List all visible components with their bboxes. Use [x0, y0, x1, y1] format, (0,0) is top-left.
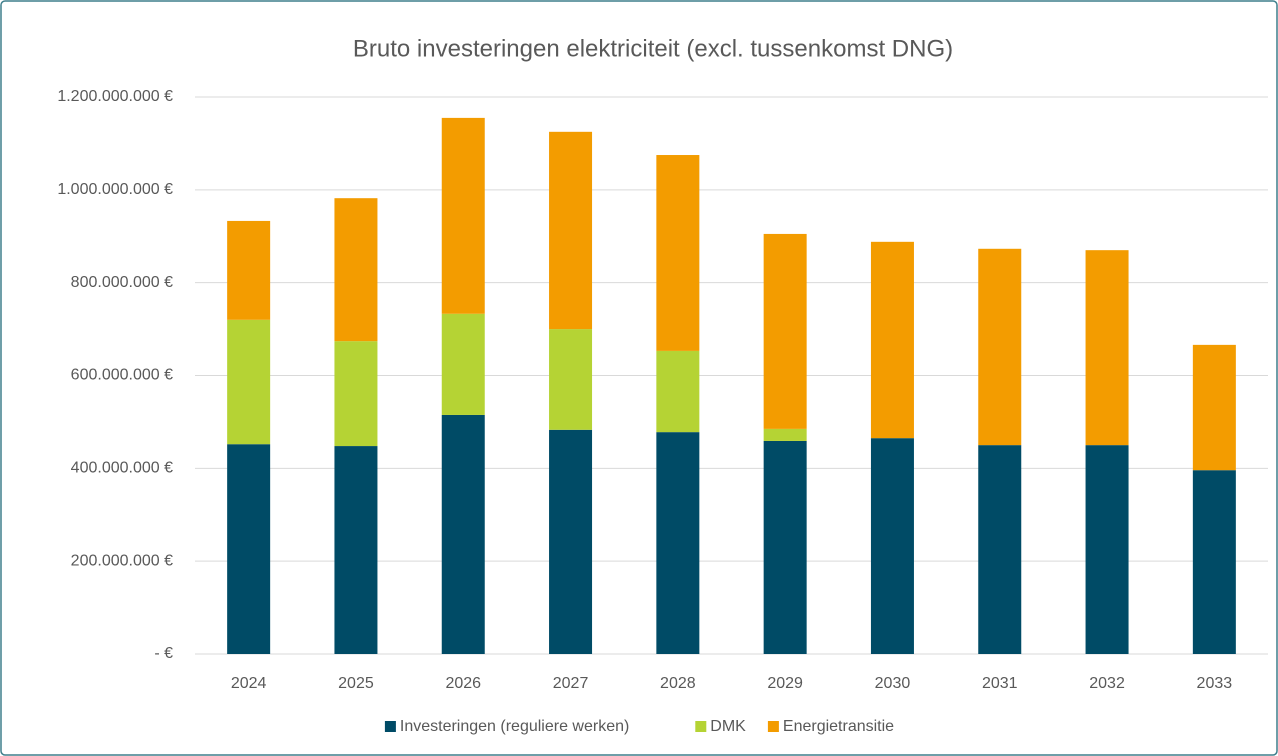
y-tick-label: 200.000.000 €	[71, 552, 173, 569]
bar-segment	[1085, 445, 1129, 654]
legend-swatch	[695, 721, 707, 732]
x-tick-label: 2033	[1197, 675, 1233, 692]
y-tick-label: 600.000.000 €	[71, 367, 173, 384]
bar-segment	[227, 220, 271, 320]
bar-segment	[1192, 344, 1236, 471]
x-tick-label: 2027	[553, 675, 589, 692]
x-tick-label: 2031	[982, 675, 1018, 692]
y-tick-label: - €	[154, 645, 173, 662]
bar-segment	[549, 429, 593, 654]
legend-swatch	[767, 721, 779, 732]
x-tick-label: 2032	[1089, 675, 1125, 692]
bar-segment	[1085, 250, 1129, 446]
x-tick-label: 2029	[767, 675, 803, 692]
bar-segment	[763, 428, 807, 441]
x-tick-label: 2028	[660, 675, 696, 692]
bar-segment	[227, 444, 271, 654]
y-tick-label: 800.000.000 €	[71, 274, 173, 291]
y-tick-label: 400.000.000 €	[71, 460, 173, 477]
bar-segment	[763, 440, 807, 654]
x-tick-label: 2025	[338, 675, 374, 692]
bar-segment	[656, 155, 700, 351]
chart-title: Bruto investeringen elektriciteit (excl.…	[353, 35, 953, 62]
bar-segment	[870, 241, 914, 439]
bar-segment	[549, 329, 593, 430]
bar-segment	[656, 350, 700, 433]
x-tick-label: 2030	[875, 675, 911, 692]
bar-segment	[978, 248, 1022, 446]
legend-label: Investeringen (reguliere werken)	[400, 718, 629, 735]
bar-segment	[549, 131, 593, 330]
legend-label: DMK	[710, 718, 746, 735]
bar-segment	[763, 233, 807, 429]
bar-segment	[334, 341, 378, 447]
bar-segment	[441, 117, 485, 314]
bar-segment	[441, 414, 485, 654]
legend-label: Energietransitie	[783, 718, 894, 735]
x-tick-label: 2024	[231, 675, 267, 692]
x-tick-label: 2026	[445, 675, 481, 692]
bar-segment	[334, 198, 378, 342]
bar-segment	[978, 445, 1022, 654]
bar-segment	[334, 446, 378, 654]
legend-swatch	[384, 721, 396, 732]
bar-segment	[1192, 470, 1236, 654]
bar-segment	[227, 319, 271, 445]
y-tick-label: 1.000.000.000 €	[57, 181, 173, 198]
y-tick-label: 1.200.000.000 €	[57, 88, 173, 105]
bar-segment	[870, 438, 914, 654]
bar-segment	[441, 313, 485, 415]
bar-segment	[656, 432, 700, 654]
